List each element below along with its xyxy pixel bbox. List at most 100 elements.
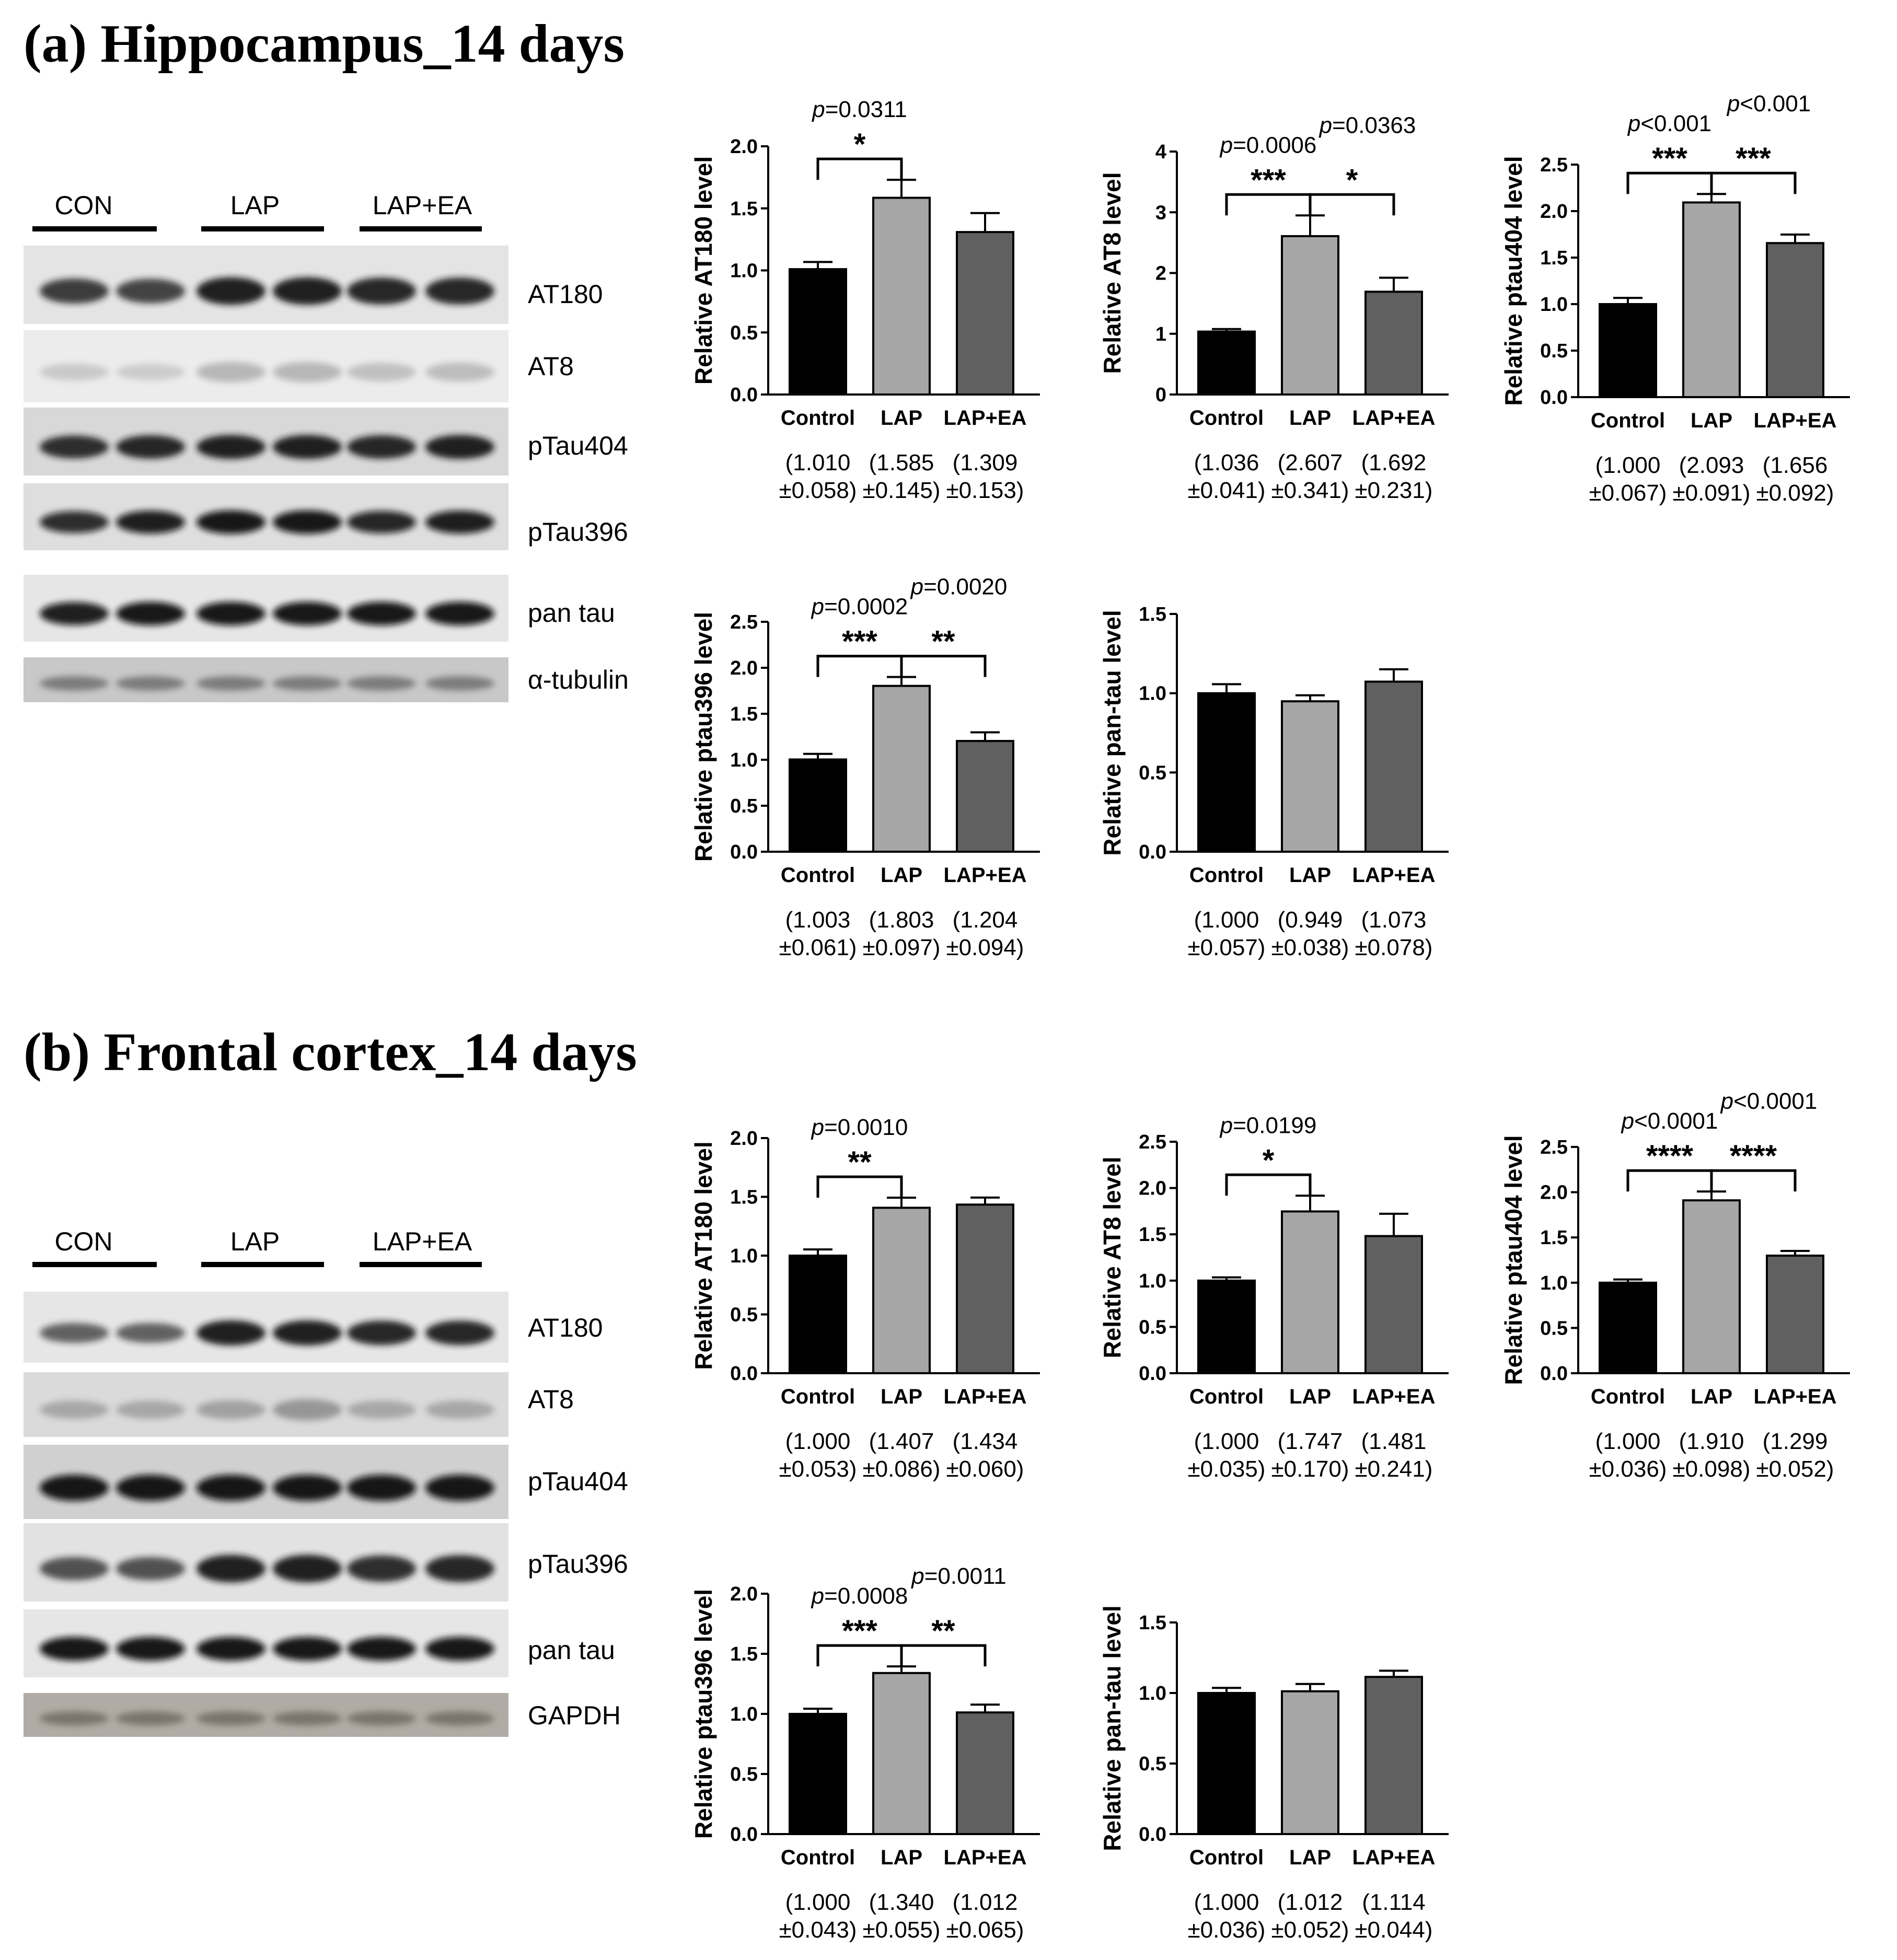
significance-bracket: *** p=0.0006 [1219,132,1317,216]
error-label: ±0.091) [1673,480,1751,506]
section-a-title: (a) Hippocampus_14 days [24,14,624,74]
category-label: LAP+EA [944,864,1027,887]
bar [789,1713,847,1835]
p-value: p=0.0002 [811,594,908,620]
p-italic: p [1219,132,1233,158]
section-b-title: (b) Frontal cortex_14 days [24,1022,637,1082]
y-tick-label: 1.0 [730,749,758,771]
blot-band [347,1320,416,1346]
value-label: (1.003 [785,907,851,933]
error-label: ±0.061) [779,935,857,960]
category-label: LAP [1289,1846,1331,1869]
error-label: ±0.092) [1756,480,1834,506]
bracket-line [1225,193,1312,216]
blot-band [116,1323,185,1343]
blot-band [116,1475,185,1501]
value-label: (2.093 [1679,453,1744,478]
blot-band [116,279,185,304]
category-label: LAP+EA [944,407,1027,430]
category-label: LAP [881,407,922,430]
p-value: p=0.0010 [811,1115,908,1140]
blot-band [347,435,416,459]
bar [1364,1676,1423,1835]
significance-bracket: *** p<0.001 [1710,91,1811,194]
significance-stars: ** [848,1145,872,1179]
blot-row: AT180 [24,1292,603,1363]
y-tick-label: 2 [1155,263,1166,285]
value-label: (1.000 [785,1429,851,1454]
blot-band [40,1637,109,1661]
blot-band [116,601,185,625]
blot-band [196,510,265,534]
p-value-text: <0.001 [1740,91,1811,117]
blot-band [196,1400,265,1420]
p-italic: p [1726,91,1740,117]
significance-stars: *** [1251,163,1286,197]
blot-band [116,511,185,534]
error-label: ±0.036) [1589,1456,1667,1482]
p-italic: p [811,1115,824,1140]
y-tick-label: 2.0 [730,1128,758,1150]
error-label: ±0.065) [946,1917,1024,1943]
y-tick-label: 0.5 [730,795,758,817]
y-tick-label: 2.0 [730,657,758,679]
y-tick-label: 4 [1155,141,1166,163]
significance-stars: * [1346,163,1358,197]
blot-band [40,511,109,534]
p-italic: p [811,594,824,620]
value-label: (1.000 [1194,1889,1259,1915]
y-tick-label: 1.0 [1139,1683,1166,1704]
category-label: Control [781,407,855,430]
category-label: LAP [1289,407,1331,430]
y-tick-label: 1.0 [1540,1272,1568,1294]
blot-band [425,601,494,625]
bar [956,231,1014,396]
blot-band [40,676,109,691]
blot-band [347,601,416,625]
y-tick-label: 1.0 [730,1703,758,1725]
significance-bracket: ** p=0.0010 [811,1115,908,1198]
significance-bracket: ** p=0.0020 [900,574,1007,677]
y-tick-label: 0.5 [1139,762,1166,784]
p-value: p=0.0311 [811,97,907,122]
bracket-line [816,157,903,180]
blot-row-label: AT180 [528,1313,603,1342]
blot-band [40,1475,109,1501]
y-tick-label: 0.0 [730,384,758,406]
p-value: p=0.0006 [1219,132,1317,158]
significance-bracket: *** p=0.0002 [811,594,908,677]
bracket-line [900,655,987,677]
bar-chart: 0.0 0.5 1.0 1.5 2.0 Relative AT180 level Contr… [690,1115,1040,1482]
error-label: ±0.058) [779,478,857,503]
bracket-line [1626,1169,1713,1192]
blot-row: α-tubulin [24,657,629,702]
category-label: LAP+EA [944,1846,1027,1869]
p-value: p=0.0008 [811,1583,908,1609]
bar [872,685,931,853]
error-label: ±0.078) [1355,935,1433,960]
y-tick-label: 1.5 [1139,1224,1166,1246]
category-label: LAP [881,1385,922,1408]
error-label: ±0.052) [1271,1917,1349,1943]
blot-band [425,435,494,459]
blot-row: pTau404 [24,1445,628,1519]
value-label: (1.585 [869,450,934,475]
blot-group-label: LAP+EA [373,1227,472,1256]
blot-row-label: pTau396 [528,1549,628,1579]
value-label: (1.012 [1278,1889,1343,1915]
significance-bracket: *** p<0.001 [1626,111,1713,194]
value-label: (1.036 [1194,450,1259,475]
blot-row: pan tau [24,575,615,642]
value-label: (1.656 [1763,453,1828,478]
blot-row-label: pTau404 [528,431,628,460]
significance-bracket: ** p=0.0011 [900,1563,1007,1667]
significance-stars: *** [1652,142,1687,176]
bar [1197,1692,1256,1835]
y-tick-label: 2.0 [1139,1178,1166,1200]
value-label: (1.299 [1763,1429,1828,1454]
y-axis-label: Relative AT8 level [1098,172,1126,374]
blot-band [273,1711,342,1726]
value-label: (1.204 [953,907,1018,933]
p-italic: p [811,97,825,122]
p-value-text: =0.0006 [1233,132,1316,158]
